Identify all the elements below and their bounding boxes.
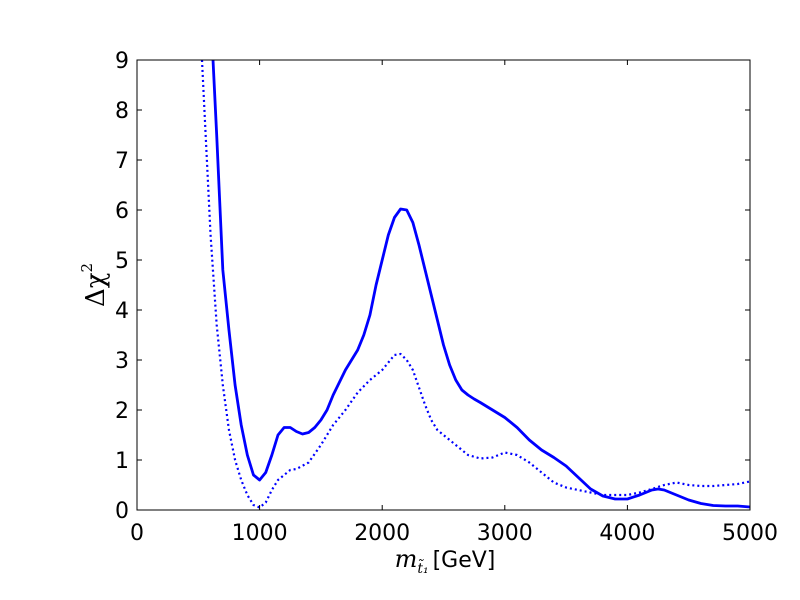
x-axis-label: mt̃₁ [GeV] <box>395 545 496 577</box>
y-tick-label: 7 <box>115 149 129 174</box>
x-tick-label: 0 <box>130 521 144 546</box>
axes-layer: 0 1000 2000 3000 4000 5000 0 1 2 3 4 5 6 7 8 9 <box>115 49 778 546</box>
y-tick-label: 5 <box>115 249 129 274</box>
x-axis-unit: [GeV] <box>433 548 496 573</box>
x-tick-label: 2000 <box>354 521 410 546</box>
x-axis-symbol: m <box>395 545 418 573</box>
y-tick-label: 2 <box>115 399 129 424</box>
series-line-solid <box>211 60 750 509</box>
y-axis-label: Δχ2 <box>78 263 111 307</box>
series-layer <box>200 60 750 509</box>
y-axis-superscript: 2 <box>78 263 96 273</box>
x-tick-label: 3000 <box>477 521 533 546</box>
series-line-dotted <box>200 60 750 509</box>
x-axis-subscript: t̃₁ <box>417 558 428 577</box>
x-tick-label: 1000 <box>232 521 288 546</box>
x-tick-label: 4000 <box>599 521 655 546</box>
y-axis-symbol: Δχ <box>81 272 111 307</box>
y-tick-label: 8 <box>115 99 129 124</box>
x-tick-label: 5000 <box>722 521 778 546</box>
y-tick-label: 9 <box>115 49 129 74</box>
y-tick-label: 3 <box>115 349 129 374</box>
y-tick-label: 4 <box>115 299 129 324</box>
y-tick-label: 1 <box>115 449 129 474</box>
plot-frame <box>136 59 751 511</box>
y-tick-label: 6 <box>115 199 129 224</box>
y-tick-label: 0 <box>115 499 129 524</box>
